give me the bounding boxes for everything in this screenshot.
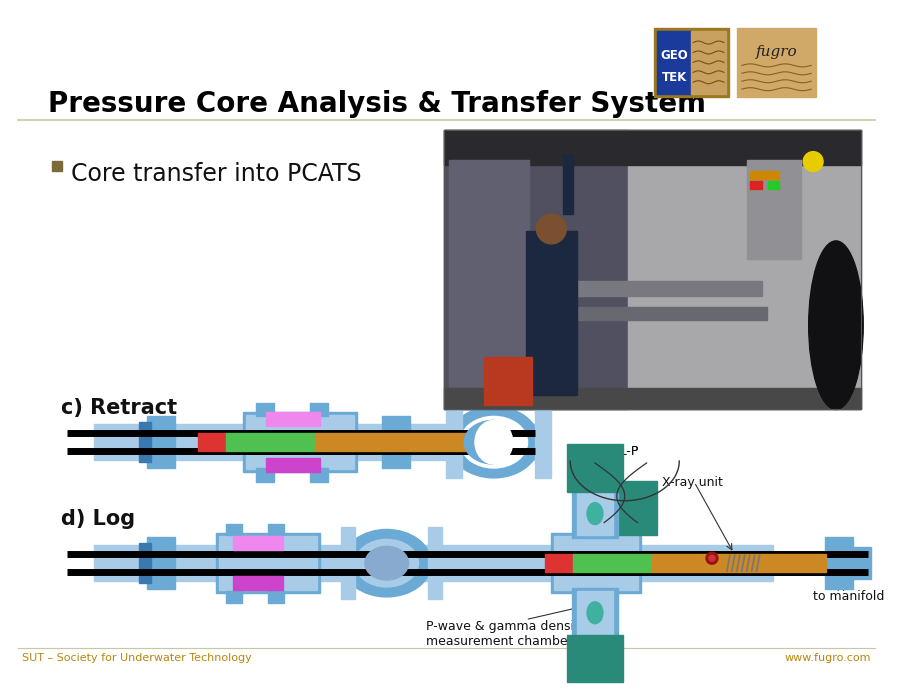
Bar [51,161,62,172]
Bar [428,528,442,599]
Bar [139,423,150,462]
Bar [554,537,637,590]
Bar [567,444,623,492]
Text: P-wave & gamma density
measurement chamber: P-wave & gamma density measurement chamb… [427,620,587,648]
Bar [652,554,826,572]
Bar [233,576,283,590]
Bar [572,489,617,539]
Bar [147,416,175,468]
Ellipse shape [809,241,863,409]
Text: X-ray unit: X-ray unit [662,476,724,489]
Bar [545,554,573,572]
Bar [267,591,284,603]
Bar [750,181,761,189]
Bar [226,591,242,603]
Ellipse shape [587,502,603,525]
Ellipse shape [364,546,409,580]
Ellipse shape [460,416,527,468]
Bar [563,154,573,214]
Bar [198,433,226,451]
Bar [243,412,357,472]
Text: Pressure Core Analysis & Transfer System: Pressure Core Analysis & Transfer System [48,90,706,118]
Text: d) Log: d) Log [61,509,136,529]
Bar [577,591,613,635]
Bar [226,433,315,451]
Bar [382,416,410,468]
Bar [747,160,801,259]
Bar [536,407,552,478]
Ellipse shape [587,602,603,623]
Bar [445,130,860,409]
Text: MSCL-P: MSCL-P [593,445,639,458]
Bar [691,31,726,94]
Ellipse shape [355,539,418,587]
Text: www.fugro.com: www.fugro.com [784,653,870,664]
Text: to manifold: to manifold [813,590,885,603]
Bar [768,181,779,189]
Bar [572,588,617,637]
Bar [825,537,853,589]
Bar [256,468,274,482]
Bar [558,307,767,320]
Bar [446,407,462,478]
Bar [226,523,242,535]
Text: MSCL-P: MSCL-P [593,445,639,458]
Bar [246,416,354,469]
Bar [552,534,641,593]
Text: SUT – Society for Underwater Technology: SUT – Society for Underwater Technology [22,653,252,664]
Ellipse shape [448,407,539,478]
Ellipse shape [475,420,513,464]
Bar [563,281,761,297]
Bar [853,548,870,579]
Bar [445,130,860,409]
Bar [94,546,773,581]
Text: c) Retract: c) Retract [61,398,177,418]
Bar [445,130,627,409]
Bar [750,172,779,179]
Ellipse shape [342,530,431,597]
Bar [449,160,528,400]
Bar [220,537,318,590]
Bar [267,523,284,535]
Bar [256,402,274,416]
Bar [266,412,320,426]
Text: TEK: TEK [662,71,687,84]
Text: Core transfer into PCATS: Core transfer into PCATS [71,161,362,186]
Bar [573,554,652,572]
Bar [445,388,860,409]
Bar [654,28,729,97]
Circle shape [709,555,715,561]
Bar [613,481,658,535]
Bar [341,528,355,599]
Circle shape [536,214,566,244]
Bar [94,425,540,460]
Bar [315,433,469,451]
Bar [627,130,860,409]
Bar [445,130,860,165]
Text: GEO: GEO [661,49,688,62]
Text: fugro: fugro [756,45,797,60]
Bar [310,402,328,416]
Bar [658,31,691,94]
Bar [737,28,816,97]
Bar [484,357,532,404]
Circle shape [803,152,824,172]
Bar [233,537,283,550]
Polygon shape [464,420,494,464]
Bar [567,635,623,682]
Bar [577,492,613,535]
Bar [310,468,328,482]
Bar [526,231,577,395]
Bar [139,543,150,583]
Bar [216,534,320,593]
Bar [266,458,320,472]
Bar [147,537,175,589]
Circle shape [706,553,718,564]
